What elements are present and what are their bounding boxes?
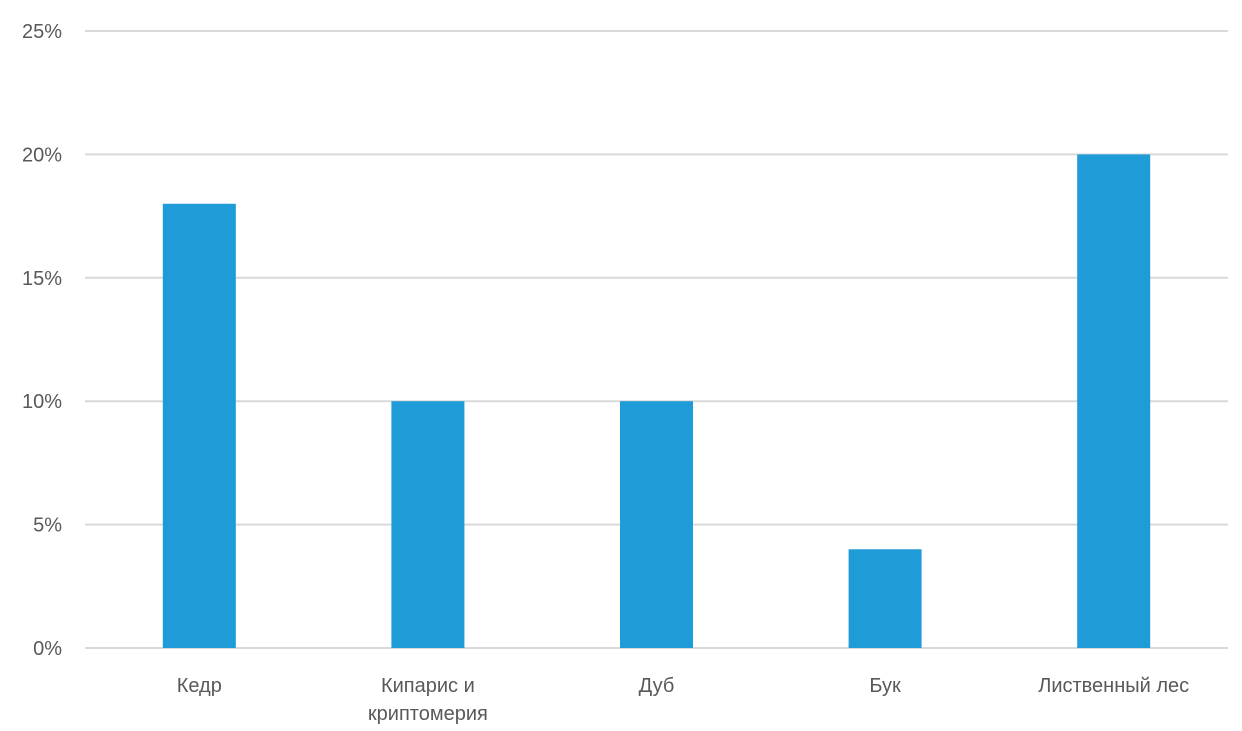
y-tick-label: 25%	[22, 21, 62, 43]
bar	[848, 549, 922, 648]
x-axis-ticks: Кедр Кипарис и криптомерия Дуб Бук Лиственный…	[177, 675, 1189, 725]
bars	[162, 154, 1151, 648]
y-tick-label: 5%	[33, 515, 62, 537]
x-tick-label: Кипарис и криптомерия	[368, 675, 488, 725]
x-tick-label: Лиственный лес	[1038, 675, 1189, 697]
y-tick-label: 20%	[22, 144, 62, 166]
y-tick-label: 0%	[33, 638, 62, 660]
x-tick-label: Дуб	[639, 675, 675, 697]
bar	[620, 401, 693, 648]
x-tick-label: Кедр	[177, 675, 222, 697]
y-axis-ticks: 0% 5% 10% 15% 20% 25%	[22, 21, 62, 660]
x-tick-label: Бук	[869, 675, 901, 697]
bar	[1077, 154, 1151, 648]
y-tick-label: 15%	[22, 268, 62, 290]
bar	[162, 203, 236, 648]
y-tick-label: 10%	[22, 391, 62, 413]
bar	[391, 401, 465, 648]
